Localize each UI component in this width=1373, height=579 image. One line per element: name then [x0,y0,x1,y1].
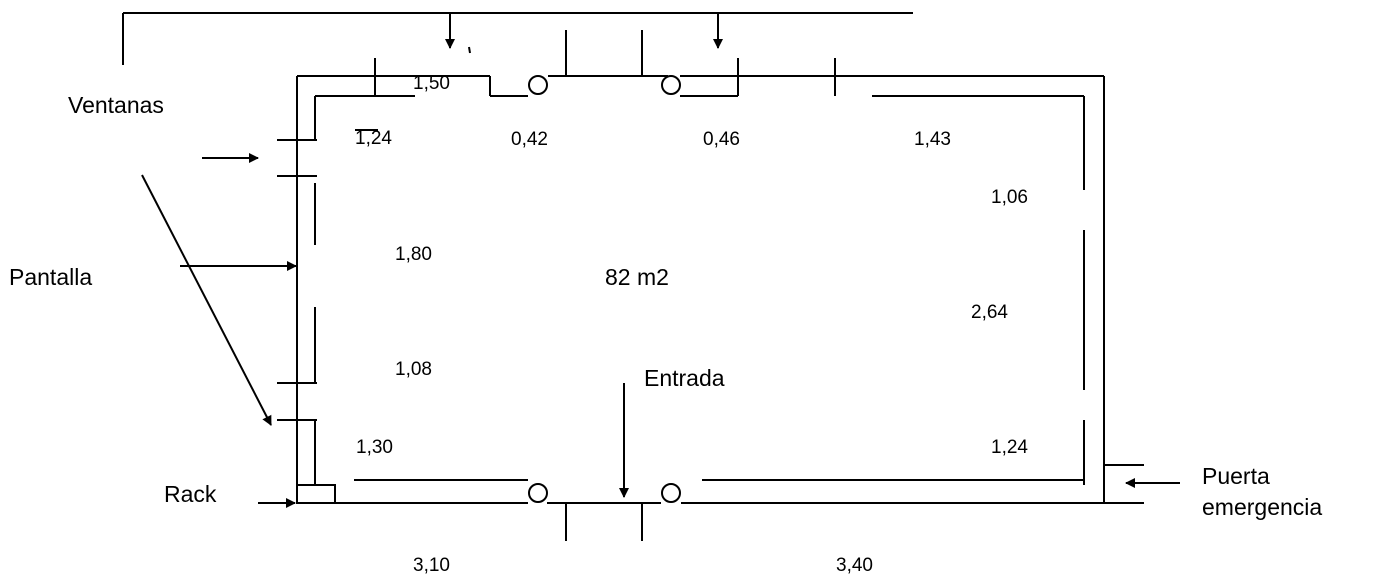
measure-bottom-left-inner: 1,30 [356,437,393,458]
columns [528,75,681,503]
emergency-door-label-1: Puerta [1202,463,1270,489]
measure-top-mid-2: 0,46 [703,129,740,150]
entrance-label: Entrada [644,365,725,391]
measure-right-mid: 2,64 [971,302,1008,323]
rack-box [296,484,336,504]
measure-top-left-window: 1,50 [413,73,450,94]
arrows [141,153,1180,508]
rack-label: Rack [164,481,217,507]
column-bottom-right [661,483,681,503]
windows-label: Ventanas [68,92,164,118]
emergency-door-label-2: emergencia [1202,494,1322,520]
measurements: 1,50 1,24 0,42 0,46 1,43 1,06 1,80 2,64 … [355,73,1028,576]
measure-left-lower: 1,08 [395,359,432,380]
column-top-right [661,75,681,95]
inner-wall [314,95,1085,486]
measure-bottom-right: 3,40 [836,555,873,576]
measure-left-upper: 1,80 [395,244,432,265]
tick-marks [277,30,1144,541]
measure-right-upper: 1,06 [991,187,1028,208]
area-label: 82 m2 [605,264,669,290]
measure-bottom-right-inner: 1,24 [991,437,1028,458]
diagonal-arrow [141,174,272,426]
windows-bracket [122,12,913,65]
column-top-left [528,75,548,95]
measure-top-right: 1,43 [914,129,951,150]
measure-top-left-inner: 1,24 [355,128,392,149]
outer-wall [296,75,1105,504]
labels: Ventanas Pantalla Rack Entrada Puerta em… [9,92,1322,520]
measure-top-mid-1: 0,42 [511,129,548,150]
measure-bottom-left: 3,10 [413,555,450,576]
screen-label: Pantalla [9,264,92,290]
column-bottom-left [528,483,548,503]
